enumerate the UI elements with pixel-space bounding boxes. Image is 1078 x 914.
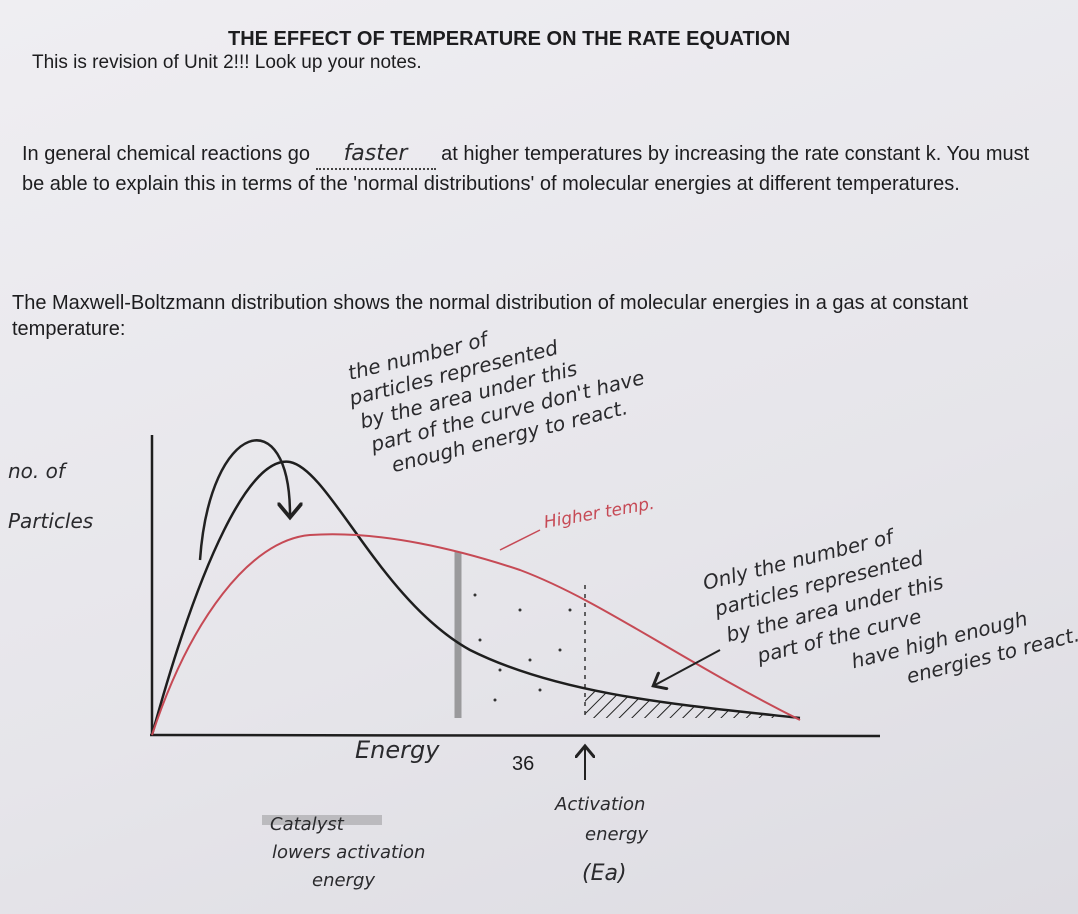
x-axis — [149, 733, 881, 738]
handwritten-answer: faster — [315, 140, 436, 170]
curve-higher-temp — [151, 533, 801, 736]
x-axis-label: Energy — [355, 736, 440, 764]
subtitle: This is revision of Unit 2!!! Look up yo… — [32, 52, 422, 73]
highlight — [262, 815, 382, 825]
annotation-left: the number of particles represented by t… — [345, 326, 646, 477]
page-number: 36 — [512, 753, 534, 775]
activation-label: Activation — [554, 794, 645, 815]
y-axis-label: no. of — [8, 459, 68, 483]
catalyst-note: lowers activation — [272, 842, 425, 863]
annotation-right: Only the number of particles represented… — [700, 524, 1078, 689]
curve — [150, 460, 801, 736]
arrow — [198, 439, 290, 561]
paragraph: The Maxwell-Boltzmann distribution shows… — [12, 292, 969, 340]
arrow — [499, 529, 541, 551]
catalyst-note: energy — [312, 870, 375, 891]
title: THE EFFECT OF TEMPERATURE ON THE RATE EQ… — [228, 28, 791, 50]
activation-label: (Ea) — [582, 861, 627, 886]
curve-label: Higher temp. — [542, 494, 656, 533]
text: at higher temperatures by increasing the… — [22, 143, 1030, 195]
paragraph: In general chemical reactions go faster … — [22, 140, 1052, 198]
catalyst-note: Catalyst — [270, 814, 345, 835]
activation-label: energy — [585, 824, 648, 845]
y-axis-label: Particles — [8, 509, 93, 533]
arrow — [655, 649, 721, 685]
text: In general chemical reactions go — [22, 143, 310, 165]
stipple — [473, 593, 572, 702]
